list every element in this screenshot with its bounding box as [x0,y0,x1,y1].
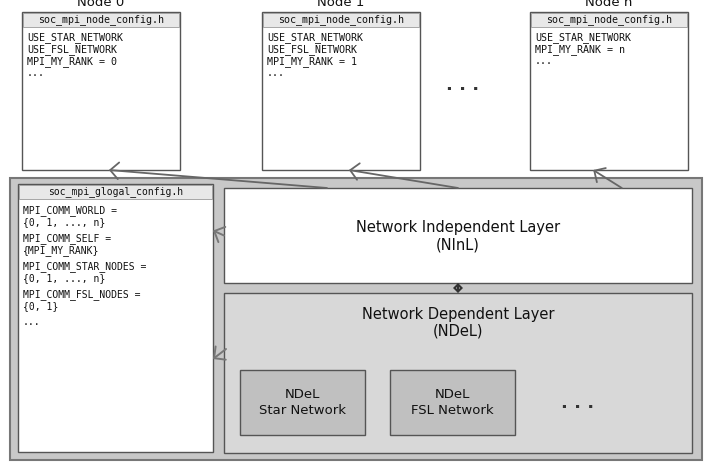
Bar [224,188,692,283]
Text: FSL Network: FSL Network [411,404,494,417]
Text: USE_FSL_NETWORK: USE_FSL_NETWORK [27,44,117,55]
Text: MPI_COMM_STAR_NODES =: MPI_COMM_STAR_NODES = [23,261,146,272]
Bar [224,293,692,453]
Text: . . .: . . . [562,394,594,412]
Bar [390,370,515,435]
Text: Node 0: Node 0 [77,0,124,9]
Bar [23,13,179,27]
Bar [263,13,419,27]
Bar [531,13,687,27]
Bar [240,370,365,435]
Text: Node 1: Node 1 [317,0,365,9]
Text: soc_mpi_glogal_config.h: soc_mpi_glogal_config.h [48,187,183,197]
Text: USE_STAR_NETWORK: USE_STAR_NETWORK [27,32,123,43]
Bar [262,12,420,170]
Text: Node n: Node n [585,0,633,9]
Text: {0, 1, ..., n}: {0, 1, ..., n} [23,273,105,283]
Text: ...: ... [27,68,45,78]
Text: Network Dependent Layer: Network Dependent Layer [362,307,555,322]
Text: ...: ... [23,317,41,327]
Text: NDeL: NDeL [285,388,320,401]
Text: MPI_COMM_SELF =: MPI_COMM_SELF = [23,233,111,244]
Bar [19,185,212,199]
Bar [530,12,688,170]
Text: MPI_MY_RANK = n: MPI_MY_RANK = n [535,44,625,55]
Text: MPI_COMM_WORLD =: MPI_COMM_WORLD = [23,205,117,216]
Text: . . .: . . . [447,76,479,94]
Bar [18,184,213,452]
Bar [22,12,180,170]
Bar [10,178,702,460]
Text: soc_mpi_node_config.h: soc_mpi_node_config.h [546,15,672,25]
Text: ...: ... [535,56,553,66]
Text: soc_mpi_node_config.h: soc_mpi_node_config.h [38,15,164,25]
Text: USE_STAR_NETWORK: USE_STAR_NETWORK [267,32,363,43]
Text: soc_mpi_node_config.h: soc_mpi_node_config.h [278,15,404,25]
Text: USE_STAR_NETWORK: USE_STAR_NETWORK [535,32,631,43]
Text: MPI_MY_RANK = 0: MPI_MY_RANK = 0 [27,56,117,67]
Text: Star Network: Star Network [259,404,346,417]
Text: NDeL: NDeL [435,388,470,401]
Text: (NDeL): (NDeL) [433,323,483,338]
Text: ...: ... [267,68,285,78]
Text: MPI_MY_RANK = 1: MPI_MY_RANK = 1 [267,56,357,67]
Text: (NInL): (NInL) [436,238,480,253]
Text: {0, 1, ..., n}: {0, 1, ..., n} [23,217,105,227]
Text: {MPI_MY_RANK}: {MPI_MY_RANK} [23,245,100,256]
Text: {0, 1}: {0, 1} [23,301,58,311]
Text: Network Independent Layer: Network Independent Layer [356,220,560,235]
Text: MPI_COMM_FSL_NODES =: MPI_COMM_FSL_NODES = [23,289,141,300]
Text: USE_FSL_NETWORK: USE_FSL_NETWORK [267,44,357,55]
